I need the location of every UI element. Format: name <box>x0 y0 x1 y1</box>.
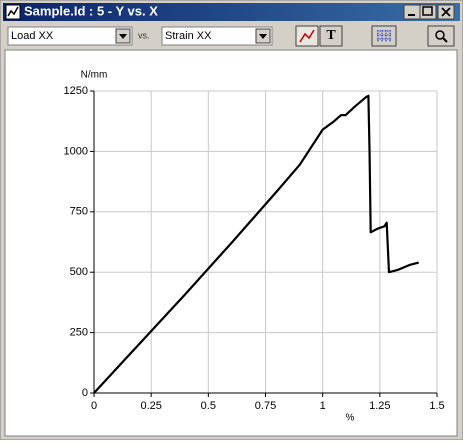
minimize-button[interactable] <box>403 4 421 20</box>
y-tick-label: 1250 <box>64 85 88 97</box>
x-tick-label: 1.5 <box>429 400 444 412</box>
y-axis-label: N/mm <box>81 70 108 81</box>
zoom-button[interactable] <box>427 25 455 47</box>
x-select-text: Strain XX <box>165 30 212 42</box>
data-line <box>93 94 419 394</box>
close-button[interactable] <box>437 4 455 20</box>
y-tick-label: 0 <box>82 387 88 399</box>
y-tick-label: 750 <box>70 206 88 218</box>
x-tick-label: 1 <box>320 400 326 412</box>
maximize-button[interactable] <box>419 4 437 20</box>
x-tick-label: 0.5 <box>201 400 216 412</box>
text-button-label: T <box>326 28 336 43</box>
title-bar <box>3 3 460 21</box>
x-tick-label: 0.25 <box>140 400 161 412</box>
x-select[interactable] <box>161 26 273 46</box>
x-axis-label: % <box>346 413 355 424</box>
window-title: Sample.Id : 5 - Y vs. X <box>24 3 158 18</box>
window-icon <box>5 4 21 20</box>
x-tick-label: 1.25 <box>369 400 390 412</box>
x-tick-label: 0 <box>91 400 97 412</box>
grid-button[interactable] <box>371 25 397 47</box>
line-mode-button[interactable] <box>295 25 319 47</box>
x-tick-label: 0.75 <box>255 400 276 412</box>
y-tick-label: 1000 <box>64 145 88 157</box>
plot: 0 250 500 750 1000 1250 0 0.25 0.5 0.75 1 1.25 1.5 N/… <box>64 70 445 424</box>
y-select[interactable] <box>7 26 133 46</box>
text-button[interactable] <box>319 25 343 47</box>
vs-label: vs. <box>138 30 150 40</box>
y-tick-label: 250 <box>70 327 88 339</box>
y-tick-label: 500 <box>70 266 88 278</box>
y-select-text: Load XX <box>11 30 54 42</box>
